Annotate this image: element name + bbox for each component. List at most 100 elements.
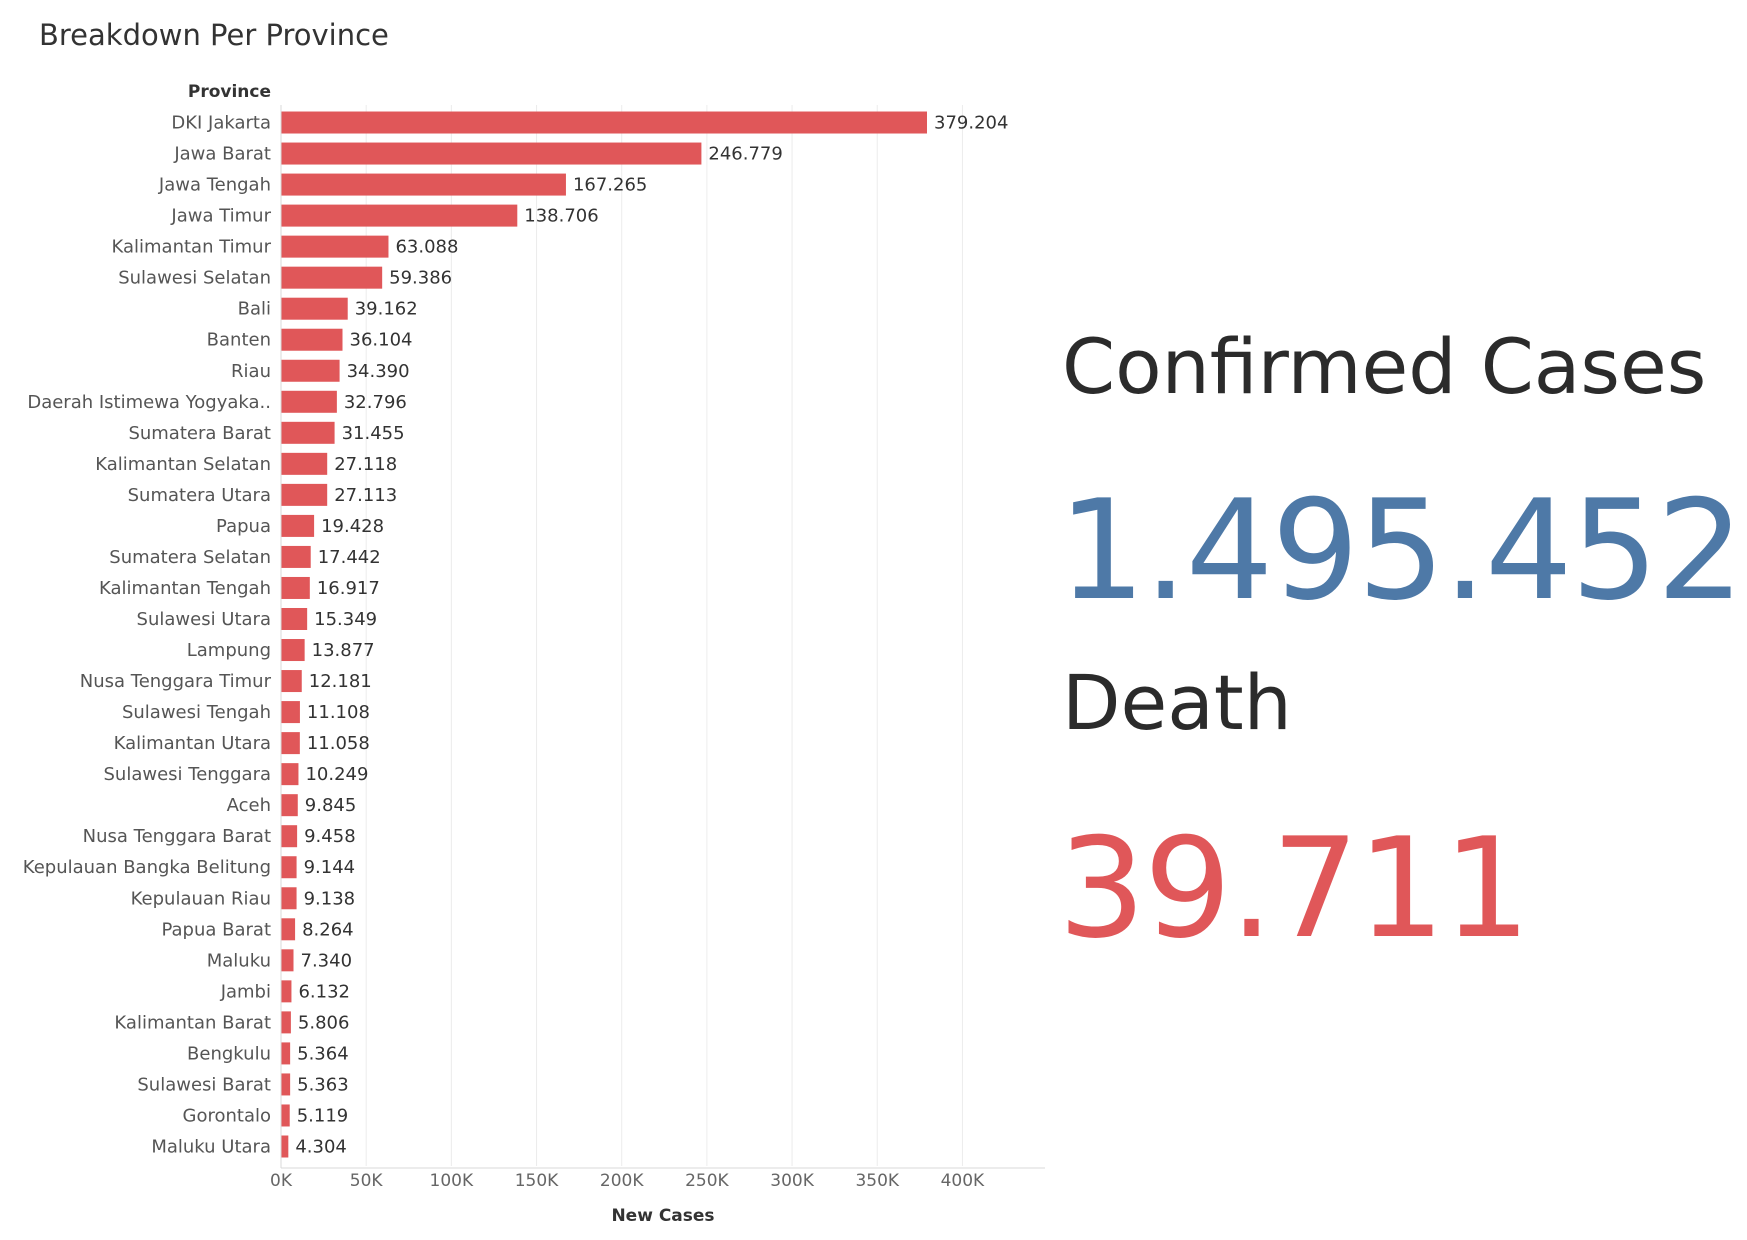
value-label: 167.265 <box>573 175 647 196</box>
bars <box>281 111 927 1158</box>
category-label: Sulawesi Tenggara <box>104 764 272 785</box>
value-label: 8.264 <box>302 919 354 940</box>
gridlines <box>365 105 963 1167</box>
value-label: 19.428 <box>321 516 384 537</box>
bar <box>281 359 340 382</box>
category-label: Sumatera Utara <box>128 485 271 506</box>
value-label: 9.144 <box>304 857 356 878</box>
bar <box>281 1042 291 1065</box>
bar <box>281 949 294 972</box>
confirmed-cases-label: Confirmed Cases <box>1062 322 1707 411</box>
bar <box>281 142 702 165</box>
category-label: Nusa Tenggara Barat <box>83 826 271 847</box>
category-label: Bali <box>238 299 271 320</box>
death-label: Death <box>1062 658 1292 747</box>
value-label: 7.340 <box>301 950 353 971</box>
category-label: Aceh <box>227 795 271 816</box>
category-label: Papua Barat <box>161 919 271 940</box>
bar <box>281 639 305 662</box>
bar <box>281 1073 291 1096</box>
category-label: Sulawesi Selatan <box>118 268 271 289</box>
category-label: Daerah Istimewa Yogyaka.. <box>27 392 271 413</box>
bar <box>281 390 337 413</box>
chart-title: Breakdown Per Province <box>39 18 389 52</box>
bar <box>281 235 389 258</box>
value-label: 6.132 <box>298 981 350 1002</box>
category-label: Maluku <box>207 950 271 971</box>
bar <box>281 576 310 599</box>
value-label: 31.455 <box>342 423 405 444</box>
bar <box>281 297 348 320</box>
value-label: 32.796 <box>344 392 407 413</box>
x-tick-label: 250K <box>685 1171 729 1191</box>
bar <box>281 856 297 879</box>
value-label: 5.119 <box>297 1105 349 1126</box>
bar <box>281 1011 291 1034</box>
bar <box>281 266 383 289</box>
bar <box>281 825 298 848</box>
value-label: 36.104 <box>350 330 413 351</box>
category-label: Nusa Tenggara Timur <box>80 671 272 692</box>
bar <box>281 514 315 537</box>
bar <box>281 794 298 817</box>
category-label: Riau <box>231 361 271 382</box>
x-tick-label: 300K <box>770 1171 814 1191</box>
category-label: Sulawesi Barat <box>137 1074 271 1095</box>
value-label: 5.363 <box>297 1074 349 1095</box>
bar <box>281 1104 290 1127</box>
bar <box>281 483 328 506</box>
category-label: Jambi <box>220 981 271 1002</box>
category-label: Banten <box>207 330 271 351</box>
x-tick-label: 0K <box>270 1171 293 1191</box>
category-label: Gorontalo <box>183 1105 272 1126</box>
row-header: Province <box>188 82 271 102</box>
bar <box>281 980 292 1003</box>
value-label: 9.845 <box>305 795 357 816</box>
value-label: 246.779 <box>708 144 782 165</box>
category-label: Lampung <box>187 640 271 661</box>
value-labels: 379.204 246.779 167.265 138.706 63.088 59.386… <box>295 113 1008 1158</box>
confirmed-cases-value: 1.495.452 <box>1058 470 1744 631</box>
value-label: 4.304 <box>295 1137 347 1158</box>
category-label: Kalimantan Tengah <box>99 578 271 599</box>
value-label: 138.706 <box>524 206 598 227</box>
value-label: 379.204 <box>934 113 1008 134</box>
bar <box>281 887 297 910</box>
value-label: 5.806 <box>298 1012 350 1033</box>
category-label: Bengkulu <box>187 1043 271 1064</box>
x-tick-label: 100K <box>430 1171 474 1191</box>
value-label: 10.249 <box>305 764 368 785</box>
x-tick-label: 350K <box>855 1171 899 1191</box>
bar <box>281 1135 289 1158</box>
category-label: DKI Jakarta <box>171 113 271 134</box>
bar <box>281 918 296 941</box>
category-label: Jawa Timur <box>170 206 271 227</box>
bar <box>281 452 328 475</box>
value-label: 27.118 <box>334 454 397 475</box>
category-labels: DKI Jakarta Jawa Barat Jawa Tengah Jawa Tim… <box>23 113 272 1158</box>
category-label: Jawa Barat <box>173 144 271 165</box>
value-label: 9.138 <box>304 888 356 909</box>
value-label: 5.364 <box>297 1043 349 1064</box>
category-label: Kalimantan Barat <box>114 1012 271 1033</box>
x-tick-label: 400K <box>941 1171 985 1191</box>
value-label: 34.390 <box>347 361 410 382</box>
bar <box>281 701 300 724</box>
category-label: Kalimantan Utara <box>114 733 271 754</box>
value-label: 39.162 <box>355 299 418 320</box>
x-axis: 0K 50K 100K 150K 200K 250K 300K 350K 400K <box>270 105 1045 1191</box>
x-tick-label: 50K <box>350 1171 384 1191</box>
bar <box>281 732 300 755</box>
bar <box>281 670 302 693</box>
category-label: Kepulauan Riau <box>131 888 271 909</box>
value-label: 13.877 <box>312 640 375 661</box>
value-label: 15.349 <box>314 609 377 630</box>
category-label: Jawa Tengah <box>158 175 271 196</box>
value-label: 9.458 <box>304 826 356 847</box>
category-label: Papua <box>216 516 271 537</box>
x-tick-label: 150K <box>515 1171 559 1191</box>
value-label: 59.386 <box>389 268 452 289</box>
category-label: Maluku Utara <box>151 1137 271 1158</box>
category-label: Sulawesi Tengah <box>122 702 271 723</box>
value-label: 11.058 <box>307 733 370 754</box>
